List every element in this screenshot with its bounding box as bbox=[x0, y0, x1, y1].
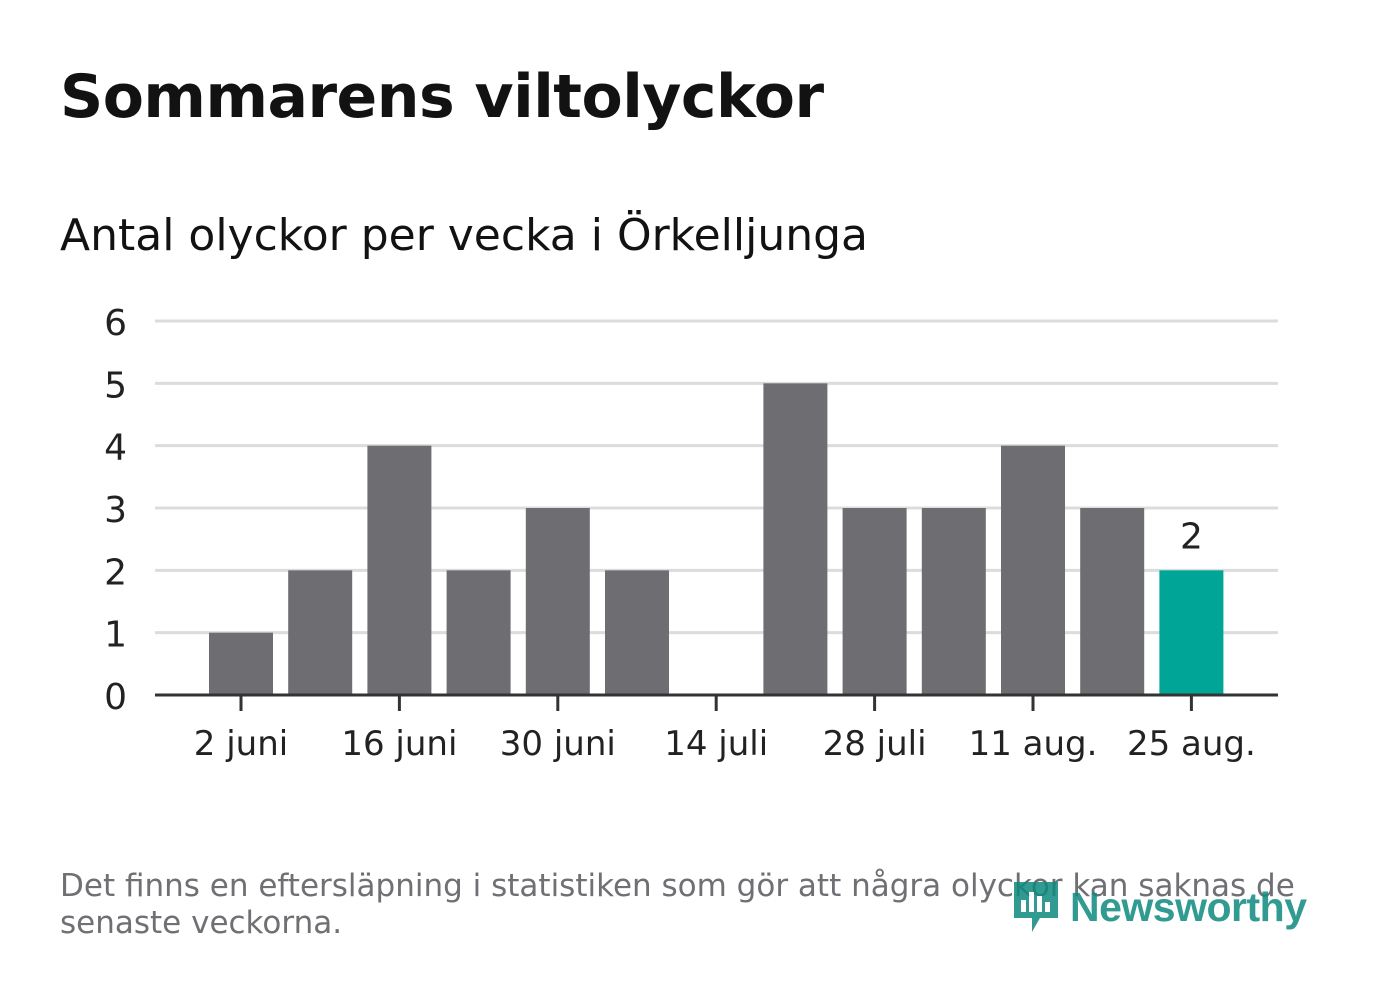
x-tick-label: 30 juni bbox=[500, 724, 616, 764]
chart-subtitle: Antal olyckor per vecka i Örkelljunga bbox=[60, 210, 868, 261]
bar bbox=[921, 508, 986, 695]
y-tick-label: 6 bbox=[104, 303, 127, 344]
bar bbox=[209, 632, 273, 695]
y-tick-label: 0 bbox=[104, 677, 127, 718]
x-tick-label: 28 juli bbox=[823, 724, 927, 764]
bar bbox=[446, 570, 511, 695]
y-tick-label: 1 bbox=[104, 615, 127, 656]
x-tick-label: 2 juni bbox=[194, 724, 288, 764]
data-labels: 2 bbox=[1180, 516, 1203, 557]
x-tick-label: 25 aug. bbox=[1127, 724, 1256, 764]
brand-logo: Newsworthy bbox=[1010, 878, 1307, 936]
y-tick-label: 2 bbox=[104, 552, 127, 593]
bar bbox=[1001, 445, 1065, 695]
bar bbox=[367, 445, 432, 695]
bar bbox=[605, 570, 669, 695]
y-tick-label: 3 bbox=[104, 490, 127, 531]
bars bbox=[209, 383, 1224, 695]
newsworthy-logo-icon bbox=[1014, 882, 1058, 932]
footnote: Det finns en eftersläpning i statistiken… bbox=[60, 868, 1295, 941]
bar bbox=[763, 383, 828, 695]
bar bbox=[525, 508, 590, 695]
x-axis-ticks: 2 juni 16 juni 30 juni 14 juli 28 juli 11 aug… bbox=[194, 695, 1256, 764]
bar bbox=[1159, 570, 1224, 695]
x-tick-label: 14 juli bbox=[664, 724, 768, 764]
bar bbox=[1080, 508, 1145, 695]
chart-title: Sommarens viltolyckor bbox=[60, 62, 824, 132]
data-label: 2 bbox=[1180, 516, 1203, 557]
y-axis-ticks: 0 1 2 3 4 5 6 bbox=[104, 303, 127, 718]
x-tick-label: 11 aug. bbox=[969, 724, 1098, 764]
brand-name: Newsworthy bbox=[1070, 883, 1307, 930]
bar bbox=[842, 508, 907, 695]
x-tick-label: 16 juni bbox=[341, 724, 457, 764]
y-tick-label: 5 bbox=[104, 365, 127, 406]
bar bbox=[288, 570, 353, 695]
y-tick-label: 4 bbox=[104, 428, 127, 469]
